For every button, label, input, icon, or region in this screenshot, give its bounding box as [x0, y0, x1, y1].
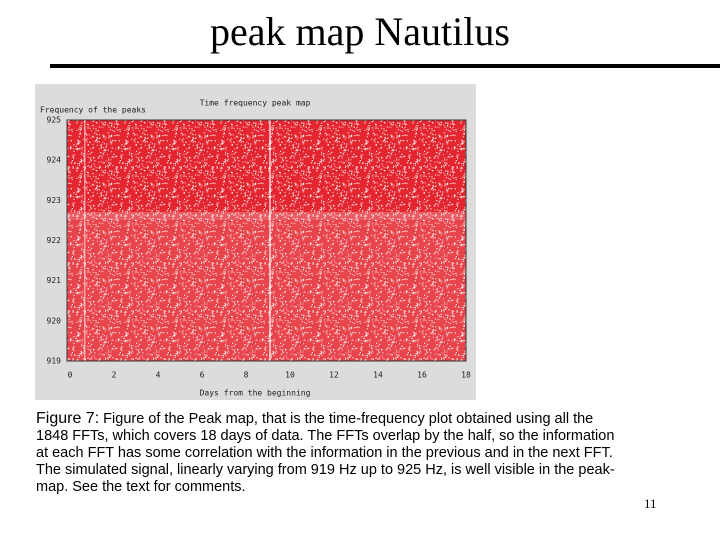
x-tick-label: 18: [461, 371, 471, 380]
y-tick-label: 921: [47, 276, 62, 285]
y-tick-label: 920: [47, 316, 62, 325]
x-tick-label: 2: [112, 371, 117, 380]
y-tick-label: 924: [47, 156, 62, 165]
caption-text: at each FFT has some correlation with th…: [36, 445, 613, 461]
caption-text: The simulated signal, linearly varying f…: [36, 462, 615, 478]
y-tick-label: 922: [47, 236, 62, 245]
x-tick-label: 10: [285, 371, 295, 380]
x-tick-label: 16: [417, 371, 427, 380]
y-tick-label: 925: [47, 116, 62, 125]
x-tick-label: 12: [329, 371, 339, 380]
caption-text: map. See the text for comments.: [36, 479, 246, 495]
x-tick-label: 8: [244, 371, 249, 380]
caption: Figure 7: Figure of the Peak map, that i…: [36, 410, 676, 496]
caption-line: at each FFT has some correlation with th…: [36, 445, 676, 462]
caption-line: The simulated signal, linearly varying f…: [36, 462, 676, 479]
gap-line: [84, 120, 86, 361]
lower-band: [67, 220, 466, 361]
slide-title: peak map Nautilus: [210, 9, 510, 54]
plot-frame: [66, 119, 467, 362]
gap-line: [269, 120, 271, 361]
caption-line: Figure 7: Figure of the Peak map, that i…: [36, 410, 676, 428]
caption-label: Figure 7:: [36, 410, 100, 427]
x-tick-label: 4: [156, 371, 161, 380]
plot-title: Time frequency peak map: [200, 99, 311, 108]
x-tick-label: 6: [200, 371, 205, 380]
caption-line: map. See the text for comments.: [36, 479, 676, 496]
signal-band: [67, 212, 466, 220]
x-tick-label: 0: [68, 371, 73, 380]
y-tick-label: 919: [47, 357, 62, 366]
figure: Frequency of the peaks Time frequency pe…: [35, 84, 476, 400]
caption-line: 1848 FFTs, which covers 18 days of data.…: [36, 428, 676, 445]
y-tick-label: 923: [47, 196, 62, 205]
x-tick-label: 14: [373, 371, 383, 380]
peak-noise: [67, 120, 466, 361]
caption-text: 1848 FFTs, which covers 18 days of data.…: [36, 428, 615, 444]
caption-text: Figure of the Peak map, that is the time…: [103, 411, 594, 427]
x-axis-label: Days from the beginning: [200, 389, 311, 398]
page-number: 11: [644, 496, 657, 511]
title-rule: [50, 64, 720, 68]
y-axis-label: Frequency of the peaks: [40, 106, 146, 115]
